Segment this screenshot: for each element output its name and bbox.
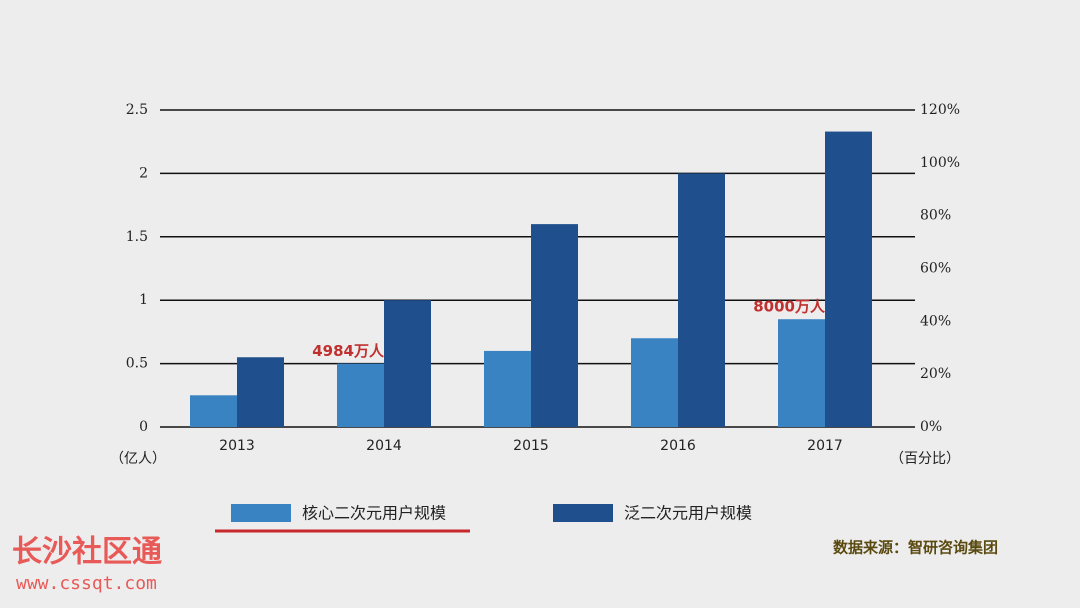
bar bbox=[237, 357, 284, 427]
y2-tick-label: 0% bbox=[920, 419, 942, 435]
annotation: 4984万人 bbox=[312, 342, 385, 360]
y-axis-label: （亿人） bbox=[110, 451, 166, 467]
bar bbox=[484, 350, 531, 427]
bar bbox=[825, 131, 872, 427]
y2-tick-label: 20% bbox=[920, 366, 951, 382]
x-tick-label: 2013 bbox=[219, 438, 255, 454]
annotation: 8000万人 bbox=[753, 298, 826, 316]
y2-tick-label: 100% bbox=[920, 155, 960, 171]
y2-tick-label: 60% bbox=[920, 261, 951, 277]
x-tick-label: 2015 bbox=[513, 438, 549, 454]
bar bbox=[778, 319, 825, 427]
y-tick-label: 1 bbox=[139, 292, 148, 308]
bar bbox=[190, 395, 237, 427]
watermark-title: 长沙社区通 bbox=[12, 535, 162, 570]
source: 数据来源：智研咨询集团 bbox=[833, 539, 998, 557]
x-tick-label: 2016 bbox=[660, 438, 696, 454]
y2-tick-label: 40% bbox=[920, 313, 951, 329]
legend-swatch bbox=[231, 504, 291, 522]
y2-tick-label: 120% bbox=[920, 102, 960, 118]
bar bbox=[531, 224, 578, 427]
y-tick-label: 2.5 bbox=[126, 102, 148, 118]
legend-swatch bbox=[553, 504, 613, 522]
y-tick-label: 1.5 bbox=[126, 229, 148, 245]
y2-axis-label: （百分比） bbox=[890, 451, 960, 467]
watermark-url: www.cssqt.com bbox=[16, 573, 157, 594]
y-tick-label: 2 bbox=[139, 165, 148, 181]
bar bbox=[384, 300, 431, 427]
x-tick-label: 2014 bbox=[366, 438, 402, 454]
y-tick-label: 0 bbox=[139, 419, 148, 435]
bar bbox=[337, 363, 384, 427]
legend-label: 核心二次元用户规模 bbox=[302, 504, 446, 523]
bar bbox=[631, 338, 678, 427]
y2-tick-label: 80% bbox=[920, 208, 951, 224]
x-tick-label: 2017 bbox=[807, 438, 843, 454]
bar bbox=[678, 173, 725, 427]
legend-label: 泛二次元用户规模 bbox=[624, 504, 752, 523]
y-tick-label: 0.5 bbox=[126, 356, 148, 372]
